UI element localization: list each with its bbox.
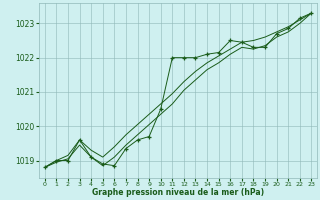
X-axis label: Graphe pression niveau de la mer (hPa): Graphe pression niveau de la mer (hPa)	[92, 188, 264, 197]
